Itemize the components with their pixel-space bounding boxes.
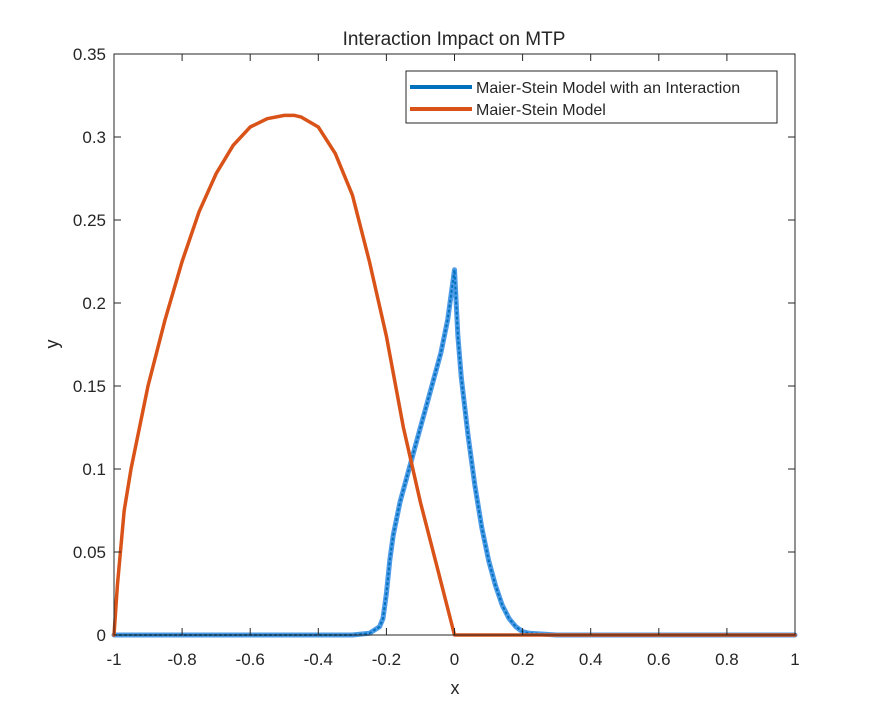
y-tick-label: 0.35 bbox=[73, 45, 106, 64]
series-interaction-line bbox=[114, 268, 795, 636]
x-tick-label: -0.6 bbox=[236, 650, 265, 669]
y-tick-label: 0.25 bbox=[73, 211, 106, 230]
y-tick-label: 0 bbox=[97, 626, 106, 645]
x-tick-label: -0.2 bbox=[372, 650, 401, 669]
legend-box bbox=[405, 70, 778, 124]
y-axis-label: y bbox=[42, 340, 62, 349]
y-tick-label: 0.05 bbox=[73, 543, 106, 562]
y-tick-label: 0.2 bbox=[82, 294, 106, 313]
x-tick-label: 0.8 bbox=[715, 650, 739, 669]
x-tick-label: 1 bbox=[790, 650, 799, 669]
x-tick-label: 0 bbox=[450, 650, 459, 669]
x-tick-label: 0.2 bbox=[511, 650, 535, 669]
y-tick-label: 0.1 bbox=[82, 460, 106, 479]
x-tick-label: 0.6 bbox=[647, 650, 671, 669]
ticks-layer: -1 -0.8 -0.6 -0.4 -0.2 0 0.2 0.4 0.6 0.8 1 0 0.05 0.1… bbox=[73, 45, 800, 669]
x-axis-label: x bbox=[451, 678, 460, 698]
y-tick-label: 0.15 bbox=[73, 377, 106, 396]
x-tick-label: -0.8 bbox=[167, 650, 196, 669]
x-tick-label: 0.4 bbox=[579, 650, 603, 669]
y-tick-label: 0.3 bbox=[82, 128, 106, 147]
legend-label-maier-stein: Maier-Stein Model bbox=[476, 102, 606, 119]
plot-area bbox=[114, 54, 795, 635]
x-tick-label: -0.4 bbox=[304, 650, 333, 669]
chart-title: Interaction Impact on MTP bbox=[343, 29, 566, 50]
legend: Maier-Stein Model with an Interaction Ma… bbox=[405, 70, 778, 124]
legend-label-interaction: Maier-Stein Model with an Interaction bbox=[476, 80, 740, 97]
x-tick-label: -1 bbox=[106, 650, 121, 669]
